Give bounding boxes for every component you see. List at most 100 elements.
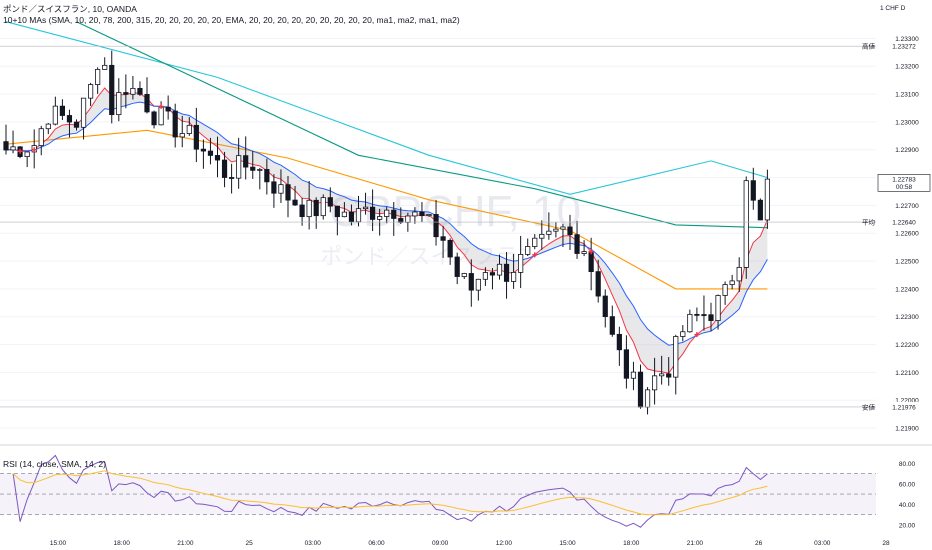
cross-marker [158, 103, 164, 109]
candle-bull [510, 271, 517, 282]
candle-bull [546, 230, 552, 235]
cross-marker [532, 252, 538, 258]
candle-bear [151, 111, 157, 126]
candle-bull [581, 251, 587, 254]
candle-bear [369, 206, 376, 220]
candle-bear [609, 316, 615, 335]
cross-marker [31, 147, 37, 153]
candle-bear [109, 64, 115, 116]
price-tick-label: 1.22100 [895, 370, 919, 377]
candle-bear [144, 93, 150, 113]
price-axis[interactable]: 1 CHF D 1.23300 1.23200 1.23100 1.23000 1.229… [0, 5, 931, 433]
candle-bull [687, 313, 693, 333]
candle-bear [567, 226, 573, 236]
candle-bull [553, 228, 559, 232]
time-tick-label: 09:00 [432, 540, 449, 547]
current-price-value: 1.22783 [892, 176, 916, 183]
candle-bear [574, 234, 580, 254]
candle-bear [694, 313, 700, 316]
countdown-value: 00:58 [896, 184, 913, 191]
time-axis[interactable]: 15:00 18:00 21:00 25 03:00 06:00 09:00 12:00 15:… [50, 540, 890, 547]
low-label-box [878, 401, 930, 412]
candle-bull [179, 133, 185, 138]
candle-bear [447, 239, 453, 258]
time-tick-label: 18:00 [623, 540, 640, 547]
symbol-title: ポンド／スイスフラン, 10, OANDA [3, 4, 137, 14]
candle-bull [80, 97, 87, 128]
candle-bull [102, 64, 108, 70]
candle-bear [637, 371, 644, 408]
high-label-tag: 高値 [862, 42, 876, 51]
candle-bull [257, 169, 263, 171]
time-tick-label: 15:00 [50, 540, 67, 547]
rsi-line [12, 454, 768, 528]
candle-bear [398, 218, 404, 223]
rsi-tick-label: 20.00 [899, 522, 916, 529]
low-label-tag: 安値 [862, 402, 876, 411]
time-tick-label: 25 [245, 540, 253, 547]
candle-bear [348, 211, 355, 223]
candle-bull [673, 336, 679, 378]
time-tick-label: 18:00 [114, 540, 131, 547]
candle-bear [489, 272, 496, 276]
candle-bull [412, 211, 418, 217]
cross-marker [588, 249, 594, 255]
avg-label-box [878, 217, 930, 228]
candle-bear [419, 211, 425, 217]
candle-bear [750, 180, 756, 201]
candle-bull [384, 209, 390, 217]
candle-bear [271, 181, 277, 194]
candle-bear [172, 110, 178, 138]
candle-bear [200, 148, 206, 152]
rsi-legend[interactable]: RSI (14, close, SMA, 14, 2) [3, 459, 106, 469]
candle-bear [440, 236, 446, 241]
candle-bull [644, 389, 651, 408]
candle-bear [264, 169, 270, 183]
candle-bull [729, 280, 735, 285]
candle-bull [652, 375, 658, 391]
price-tick-label: 1.22600 [895, 231, 919, 238]
price-tick-label: 1.23200 [895, 64, 919, 71]
time-tick-label: 12:00 [496, 540, 513, 547]
price-tick-label: 1.23000 [895, 119, 919, 126]
candle-bear [433, 214, 439, 238]
candle-bear [292, 199, 298, 206]
candle-bull [518, 253, 524, 273]
candle-bear [503, 263, 510, 282]
price-tick-label: 1.22000 [895, 398, 919, 405]
candle-bear [623, 349, 630, 379]
candle-bull [630, 371, 637, 379]
candle-bear [616, 333, 622, 351]
candle-bull [722, 284, 728, 296]
cross-marker [17, 148, 23, 154]
candle-bull [532, 237, 538, 247]
candle-bull [116, 92, 122, 116]
rsi-tick-label: 80.00 [899, 461, 916, 468]
avg-label-tag: 平均 [862, 218, 876, 227]
candle-bear [285, 184, 291, 201]
ma-line-ma_orange [5, 129, 768, 290]
candle-bull [461, 273, 467, 277]
candle-bull [715, 295, 721, 321]
rsi-pane[interactable]: 80.00 60.00 40.00 20.00 [0, 454, 916, 530]
price-tick-label: 1.22300 [895, 314, 919, 321]
time-tick-label: 06:00 [368, 540, 385, 547]
candlestick-series[interactable] [3, 50, 771, 415]
candle-bear [165, 106, 171, 112]
candle-bull [362, 206, 369, 210]
candle-bull [186, 124, 192, 134]
price-tick-label: 1.23100 [895, 92, 919, 99]
candle-bull [95, 69, 101, 85]
candle-bear [595, 271, 601, 297]
rsi-tick-label: 60.00 [899, 481, 916, 488]
time-tick-label: 21:00 [177, 540, 194, 547]
candle-bear [334, 205, 340, 218]
moving-averages [5, 21, 768, 290]
indicator-legend[interactable]: 10+10 MAs (SMA, 10, 20, 78, 200, 315, 20… [3, 15, 460, 25]
candle-bull [236, 155, 242, 179]
high-label-value: 1.23272 [892, 44, 916, 51]
candle-bull [38, 128, 44, 146]
candle-bull [320, 197, 326, 217]
candle-bear [757, 199, 763, 221]
